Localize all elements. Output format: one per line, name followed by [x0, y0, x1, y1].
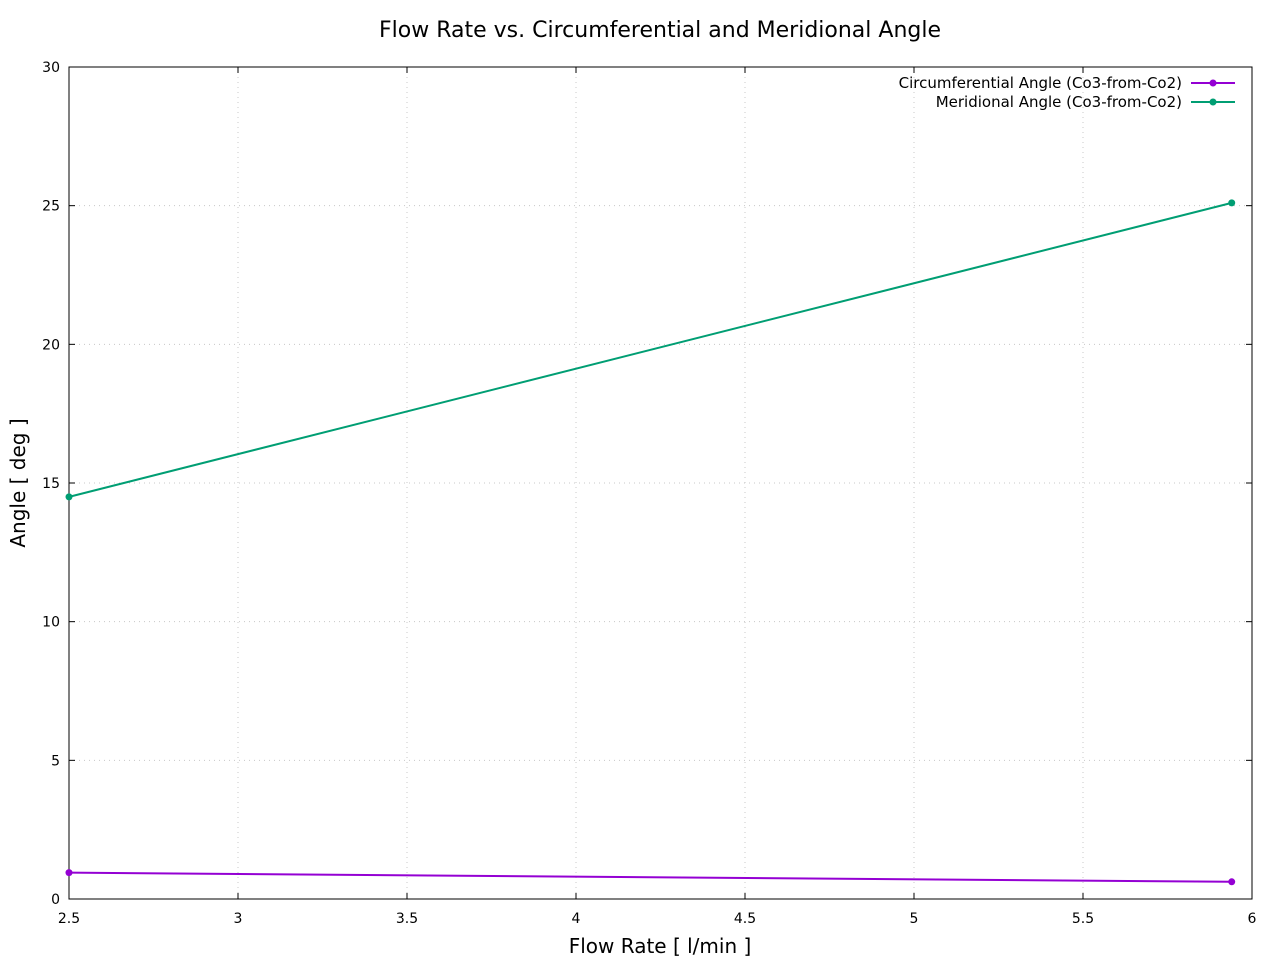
x-axis-title: Flow Rate [ l/min ] [569, 934, 752, 958]
series-point-0 [1228, 878, 1236, 886]
series [65, 199, 1236, 886]
x-tick-label: 6 [1248, 911, 1257, 927]
chart-title: Flow Rate vs. Circumferential and Meridi… [379, 18, 941, 43]
series-line-0 [68, 871, 1232, 883]
y-tick-label: 0 [51, 892, 60, 908]
y-tick-label: 20 [42, 337, 60, 353]
x-tick-label: 4.5 [734, 911, 756, 927]
x-tick-label: 4 [572, 911, 581, 927]
series-point-1 [1228, 199, 1236, 207]
legend: Circumferential Angle (Co3-from-Co2)Meri… [899, 74, 1235, 111]
x-tick-label: 5 [910, 911, 919, 927]
y-tick-label: 30 [42, 60, 60, 76]
x-tick-label: 3.5 [396, 911, 418, 927]
y-tick-label: 10 [42, 615, 60, 631]
x-tick-label: 2.5 [58, 911, 80, 927]
series-line-1 [68, 201, 1232, 498]
ticks: 2.5 3 3.5 4 4.5 5 5.5 6 0 5 10 15 20 25 30 [42, 60, 1256, 927]
series-point-0 [65, 869, 73, 877]
y-tick-label: 5 [51, 753, 60, 769]
y-tick-label: 25 [42, 199, 60, 215]
y-axis-title: Angle [ deg ] [6, 418, 30, 547]
legend-swatch-point-0 [1209, 79, 1217, 87]
x-tick-label: 5.5 [1072, 911, 1094, 927]
legend-label-1: Meridional Angle (Co3-from-Co2) [936, 93, 1182, 111]
y-tick-label: 15 [42, 476, 60, 492]
x-tick-label: 3 [234, 911, 243, 927]
grid [69, 67, 1252, 899]
series-point-1 [65, 493, 73, 501]
legend-label-0: Circumferential Angle (Co3-from-Co2) [899, 74, 1182, 92]
legend-swatch-point-1 [1209, 98, 1217, 106]
